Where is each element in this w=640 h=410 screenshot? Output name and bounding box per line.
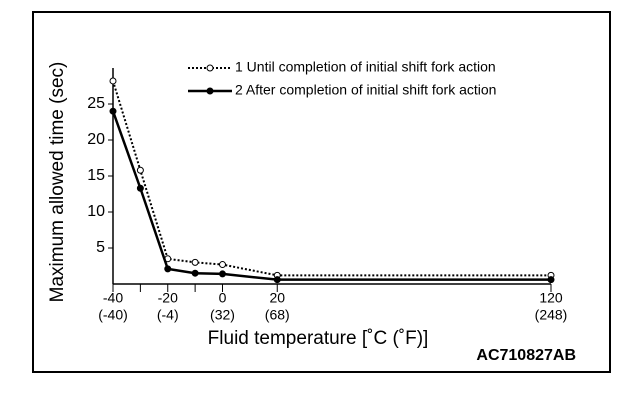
x-tick-label-f: (68) [265,307,290,323]
figure-code: AC710827AB [476,347,576,364]
series-line [111,110,551,281]
y-tick-label: 25 [87,95,105,112]
y-tick-label: 20 [87,131,105,148]
y-tick-label: 5 [96,239,105,256]
data-point [164,265,172,273]
legend-label: 1 Until completion of initial shift fork… [235,59,496,75]
y-axis-title: Maximum allowed time (sec) [47,62,68,303]
x-tick-label-f: (-40) [98,307,128,323]
x-tick-label: 0 [219,290,227,306]
data-point [219,270,226,278]
data-point [191,269,199,277]
x-tick-label: -20 [158,290,178,306]
series-line [112,80,551,277]
y-tick-label: 15 [87,167,105,184]
data-point [547,276,555,284]
y-tick-label: 10 [87,203,105,220]
data-point [191,258,199,266]
x-tick-label-f: (32) [210,307,235,323]
x-tick-label-f: (-4) [157,307,179,323]
x-axis-title: Fluid temperature [˚C (˚F)] [208,328,429,349]
data-point [136,166,144,174]
x-tick-label-f: (248) [535,307,568,323]
data-point [136,184,144,192]
x-tick-label: -40 [103,290,123,306]
x-tick-label: 20 [269,290,285,306]
data-point [109,77,117,85]
data-point [273,276,281,284]
legend-marker [206,64,214,72]
x-tick-label: 120 [539,290,563,306]
data-point [109,107,117,115]
data-point [219,261,226,269]
legend-marker [206,87,214,95]
legend-label: 2 After completion of initial shift fork… [235,82,496,98]
frame [32,11,611,373]
